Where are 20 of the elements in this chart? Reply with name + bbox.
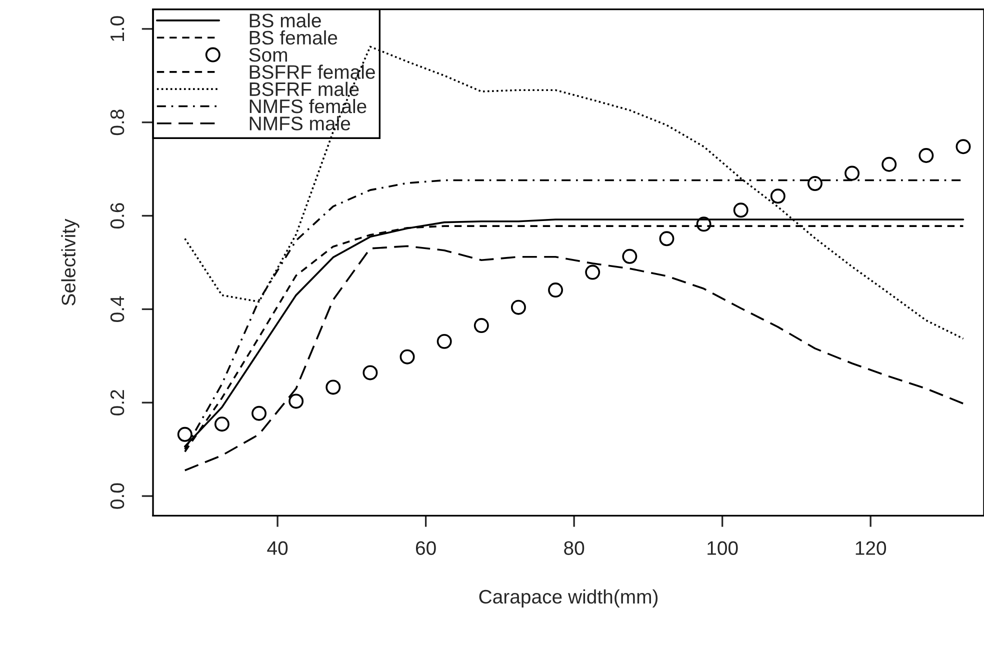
y-tick-label: 0.6 <box>110 203 124 229</box>
x-tick-label: 60 <box>416 541 436 555</box>
legend-label: NMFS male <box>250 116 350 130</box>
y-tick-label: 1.0 <box>110 16 124 41</box>
x-tick-label: 100 <box>708 541 738 555</box>
y-tick-label: 0.4 <box>110 296 124 322</box>
x-axis-title: Carapace width(mm) <box>479 589 658 608</box>
y-tick-label: 0.2 <box>110 390 124 416</box>
legend-label: NMFS female <box>250 98 366 114</box>
x-tick-label: 80 <box>564 541 584 555</box>
y-tick-label: 0.0 <box>110 483 124 509</box>
legend-label: BS female <box>250 30 338 45</box>
legend-label: Som <box>249 48 287 62</box>
x-tick-label: 120 <box>856 541 886 555</box>
legend-label: BS male <box>250 13 321 28</box>
y-tick-label: 0.8 <box>110 110 124 136</box>
legend-label: BSFRF male <box>250 82 359 96</box>
x-tick-label: 40 <box>267 541 288 555</box>
legend-label: BSFRF female <box>250 64 375 79</box>
y-axis-title: Selectivity <box>61 218 80 306</box>
